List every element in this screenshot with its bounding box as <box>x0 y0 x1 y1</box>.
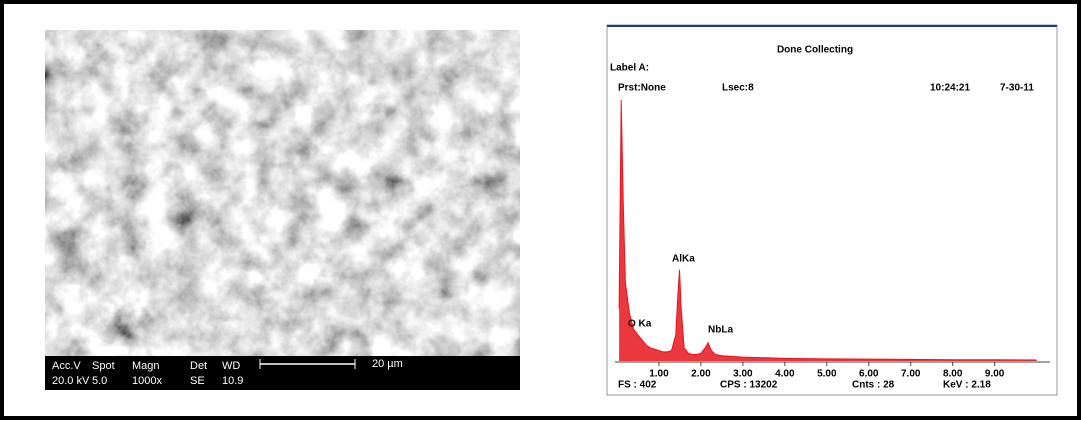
x-tick-label: 3.00 <box>733 369 753 380</box>
x-tick-label: 7.00 <box>901 369 921 380</box>
x-tick-label: 1.00 <box>649 369 669 380</box>
preset: Prst:None <box>618 83 666 94</box>
figure: 20 µm Done Collecting Label A: Prst:None… <box>0 0 1081 420</box>
x-tick-label: 9.00 <box>985 369 1005 380</box>
peak-label: NbLa <box>708 325 733 336</box>
sem-info-header: Magn <box>132 360 160 372</box>
x-tick-label: 5.00 <box>817 369 837 380</box>
peak-label: AlKa <box>672 254 695 265</box>
fs: FS : 402 <box>618 380 657 391</box>
date: 7-30-11 <box>1000 83 1034 94</box>
sem-info-bar <box>45 356 520 390</box>
x-tick-label: 2.00 <box>691 369 711 380</box>
scale-label: 20 µm <box>372 358 403 370</box>
sem-info-value: 5.0 <box>92 375 107 387</box>
cps: CPS : 13202 <box>720 380 778 391</box>
sem-info-value: 1000x <box>132 375 162 387</box>
sem-info-value: 20.0 kV <box>52 375 90 387</box>
sem-info-header: Acc.V <box>52 360 81 372</box>
sem-info-header: Det <box>190 360 207 372</box>
sem-info-value: SE <box>190 375 205 387</box>
peak-label: O Ka <box>628 319 652 330</box>
sem-info-header: Spot <box>92 360 115 372</box>
kev: KeV : 2.18 <box>943 380 991 391</box>
x-tick-label: 8.00 <box>943 369 963 380</box>
label: Label A: <box>610 63 649 74</box>
cnts: Cnts : 28 <box>852 380 895 391</box>
lsec: Lsec:8 <box>722 83 754 94</box>
spectrum-title: Done Collecting <box>777 45 853 56</box>
sem-info-header: WD <box>222 360 240 372</box>
sem-info-value: 10.9 <box>222 375 243 387</box>
x-tick-label: 4.00 <box>775 369 795 380</box>
time: 10:24:21 <box>930 83 970 94</box>
x-tick-label: 6.00 <box>859 369 879 380</box>
sem-micrograph <box>45 30 520 390</box>
